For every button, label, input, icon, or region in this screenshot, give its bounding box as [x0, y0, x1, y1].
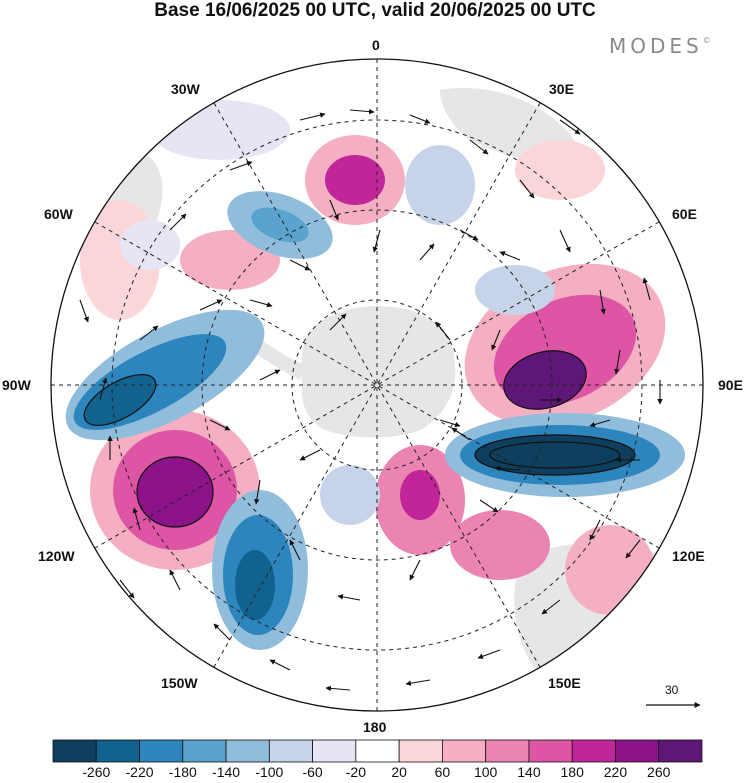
- contour-lines: [83, 350, 636, 528]
- anomaly-low: [120, 220, 180, 270]
- anomaly-low: [150, 100, 290, 160]
- lon-label-0: 0: [372, 37, 380, 53]
- anomaly-low: [405, 145, 475, 225]
- reference-vector-label: 30: [665, 683, 679, 697]
- lon-label-180: 180: [363, 719, 387, 735]
- modes-logo: MODES©: [609, 34, 711, 58]
- lon-label-60e: 60E: [672, 206, 697, 222]
- colorbar-tick-label: -220: [125, 764, 154, 780]
- colorbar-swatch: [441, 739, 487, 763]
- colorbar-swatch: [225, 739, 270, 763]
- colorbar-tick-label: -180: [168, 764, 197, 780]
- colorbar-swatch: [398, 739, 443, 763]
- colorbar-swatch: [312, 739, 357, 763]
- anomaly-low: [475, 265, 555, 315]
- graticule: [51, 59, 703, 711]
- anomaly-high: [515, 140, 605, 200]
- colorbar-swatch: [52, 739, 97, 763]
- colorbar-swatch: [485, 739, 530, 763]
- lon-label-60w: 60W: [44, 206, 73, 222]
- colorbar-tick-label: -60: [302, 764, 323, 780]
- anomaly-high: [565, 525, 655, 615]
- colorbar-swatch: [139, 739, 184, 763]
- colorbar-tick-label: 60: [434, 764, 451, 780]
- lon-label-120w: 120W: [38, 548, 75, 564]
- colorbar-tick-label: -20: [345, 764, 366, 780]
- colorbar-tick-label: 100: [473, 764, 498, 780]
- anomaly-low: [320, 465, 380, 525]
- colorbar-swatch: [658, 739, 703, 763]
- map-title: Base 16/06/2025 00 UTC, valid 20/06/2025…: [154, 0, 596, 21]
- lon-label-90e: 90E: [718, 377, 743, 393]
- wind-vectors: [79, 99, 663, 692]
- lon-label-150w: 150W: [161, 675, 198, 691]
- map-boundary: [50, 58, 704, 712]
- lon-label-150e: 150E: [548, 675, 581, 691]
- colorbar: [52, 739, 703, 763]
- colorbar-tick-label: -140: [212, 764, 241, 780]
- colorbar-tick-label: 180: [560, 764, 584, 780]
- colorbar-tick-label: -100: [255, 764, 284, 780]
- colorbar-swatch: [268, 739, 314, 763]
- lon-label-30w: 30W: [171, 81, 200, 97]
- antarctica-landmass: [301, 306, 456, 438]
- colorbar-swatch: [182, 739, 227, 763]
- colorbar-tick-label: 20: [391, 764, 407, 780]
- lon-label-90w: 90W: [2, 377, 31, 393]
- lon-label-30e: 30E: [549, 81, 574, 97]
- lon-label-120e: 120E: [672, 548, 705, 564]
- colorbar-swatch: [95, 739, 140, 763]
- colorbar-tick-label: 220: [603, 764, 628, 780]
- colorbar-tick-label: 260: [647, 764, 671, 780]
- anomaly-high: [450, 510, 550, 580]
- anomaly-field: [51, 59, 703, 711]
- colorbar-swatch: [615, 739, 660, 763]
- colorbar-swatch: [571, 739, 616, 763]
- colorbar-swatch: [528, 739, 573, 763]
- colorbar-tick-label: 140: [517, 764, 541, 780]
- colorbar-swatch: [355, 739, 400, 763]
- colorbar-tick-label: -260: [82, 764, 111, 780]
